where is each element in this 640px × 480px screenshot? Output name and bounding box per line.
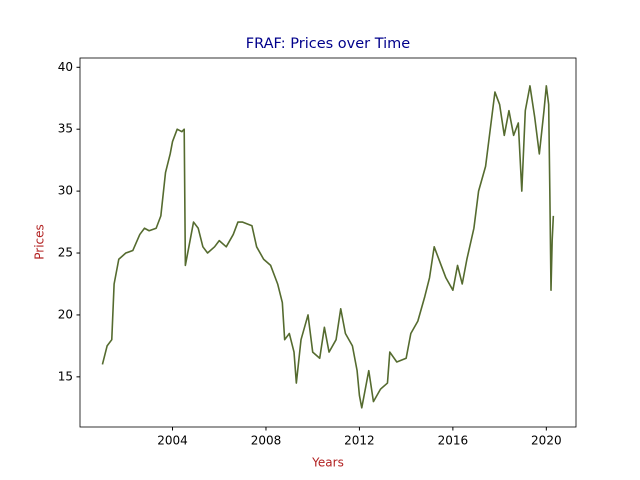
y-tick-label: 35 xyxy=(58,122,73,136)
y-axis-label: Prices xyxy=(33,224,47,260)
plot-frame xyxy=(79,57,577,428)
x-axis-label: Years xyxy=(311,456,344,470)
y-tick-label: 15 xyxy=(58,369,73,383)
y-tick-label: 20 xyxy=(58,307,73,321)
y-tick-label: 25 xyxy=(58,246,73,260)
x-tick-label: 2008 xyxy=(251,434,282,448)
x-tick-label: 2004 xyxy=(157,434,188,448)
x-tick-label: 2012 xyxy=(344,434,375,448)
x-tick-label: 2016 xyxy=(438,434,469,448)
data-line xyxy=(101,85,555,409)
chart-title: FRAF: Prices over Time xyxy=(246,36,410,52)
y-tick-label: 30 xyxy=(58,184,73,198)
y-tick-label: 40 xyxy=(58,60,73,74)
x-tick-label: 2020 xyxy=(531,434,562,448)
